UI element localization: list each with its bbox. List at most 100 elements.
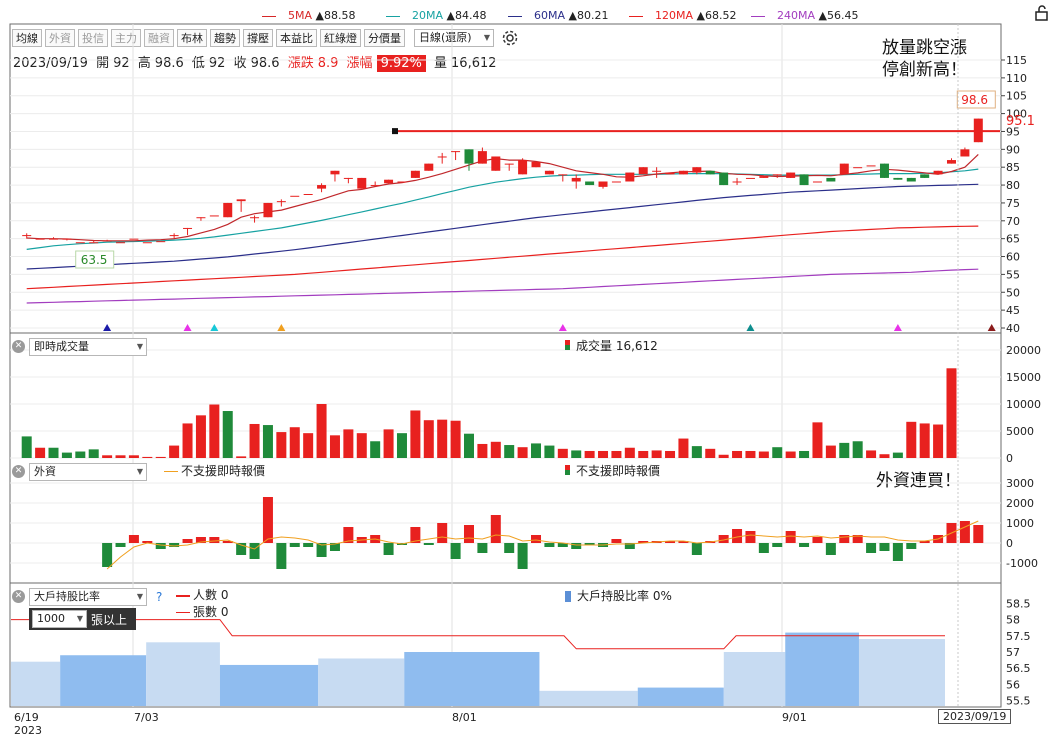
foreign-line — [106, 520, 979, 570]
lot-suffix: 張以上 — [91, 613, 128, 627]
foreign-bar — [383, 543, 394, 555]
foreign-bar — [155, 543, 166, 549]
toolbar-button-1[interactable]: 外資 — [45, 29, 75, 47]
holder-ratio-area — [318, 658, 405, 706]
candle-body — [518, 160, 528, 175]
holder-lots-legend: 張數 0 — [176, 603, 228, 620]
candle-body — [343, 177, 353, 179]
toolbar-button-5[interactable]: 布林 — [177, 29, 207, 47]
foreign-bar — [249, 543, 260, 559]
close-icon[interactable]: ✕ — [12, 590, 25, 603]
volume-bar — [343, 429, 354, 458]
candle-body — [879, 163, 889, 178]
legend-line-swatch — [262, 15, 276, 17]
foreign-axis-label: 2000 — [1006, 497, 1034, 510]
volume-bar — [423, 420, 434, 458]
foreign-bar — [785, 531, 796, 543]
volume-axis-label: 10000 — [1006, 398, 1041, 411]
volume-bar — [544, 445, 555, 458]
toolbar-button-9[interactable]: 紅綠燈 — [320, 29, 361, 47]
foreign-bar — [423, 543, 434, 545]
signal-marker — [746, 324, 755, 331]
foreign-bar-legend-text: 不支援即時報價 — [576, 464, 661, 478]
foreign-bar — [772, 543, 783, 547]
volume-bar — [396, 433, 407, 458]
toolbar-button-2[interactable]: 投信 — [78, 29, 108, 47]
legend-60ma: 60MA ▲80.21 — [508, 9, 608, 22]
volume-bar — [933, 424, 944, 458]
volume-bar — [155, 456, 166, 458]
low-tag-label: 63.5 — [81, 253, 108, 267]
holder-axis-label: 56.5 — [1006, 662, 1031, 675]
chevron-down-icon: ▼ — [136, 342, 143, 351]
legend-line-swatch — [629, 15, 643, 17]
volume-bar — [195, 415, 206, 458]
legend-label: 240MA — [777, 9, 816, 22]
candle-body — [906, 177, 916, 182]
foreign-bar — [892, 543, 903, 561]
volume-bar — [557, 448, 568, 458]
foreign-bar — [437, 523, 448, 543]
foreign-panel-select-value: 外資 — [34, 465, 56, 478]
volume-bar — [276, 432, 287, 458]
toolbar-button-0[interactable]: 均線 — [12, 29, 42, 47]
foreign-bar — [544, 543, 555, 547]
toolbar-button-4[interactable]: 融資 — [144, 29, 174, 47]
chevron-down-icon: ▼ — [76, 614, 83, 623]
holder-ratio-area — [858, 639, 945, 706]
legend-value: ▲84.48 — [446, 9, 487, 22]
legend-value: ▲88.58 — [315, 9, 356, 22]
lot-select[interactable]: 1000 ▼ — [32, 610, 87, 628]
holder-people-legend-text: 人數 0 — [193, 588, 229, 602]
toolbar-button-7[interactable]: 撐壓 — [243, 29, 273, 47]
volume-bar — [383, 429, 394, 458]
volume-bar — [839, 442, 850, 458]
candle-body — [732, 181, 742, 183]
foreign-panel-select[interactable]: 外資 ▼ — [29, 463, 147, 481]
volume-bar — [356, 433, 367, 458]
foreign-bar — [209, 537, 220, 543]
period-select[interactable]: 日線(還原) ▼ — [414, 29, 494, 47]
candle-body — [223, 202, 233, 218]
volume-bar — [598, 450, 609, 458]
volume-axis-label: 0 — [1006, 452, 1013, 465]
close-icon[interactable]: ✕ — [12, 340, 25, 353]
ma20-line — [26, 168, 979, 250]
foreign-bar — [691, 543, 702, 555]
candle-body — [491, 156, 501, 171]
holder-axis-label: 58 — [1006, 614, 1020, 627]
candle-body — [424, 163, 434, 171]
candle-body — [236, 199, 246, 202]
ma240-line — [26, 268, 979, 304]
toolbar-button-6[interactable]: 趨勢 — [210, 29, 240, 47]
volume-bar — [75, 451, 86, 458]
panel-frame-3 — [9, 582, 1002, 708]
signal-marker — [277, 324, 286, 331]
foreign-bar — [879, 543, 890, 551]
lock-icon[interactable] — [1033, 4, 1051, 22]
volume-legend-text: 成交量 16,612 — [576, 339, 658, 353]
foreign-bar — [463, 525, 474, 543]
volume-bar — [303, 433, 314, 458]
gear-icon[interactable] — [500, 28, 520, 51]
volume-bar — [866, 450, 877, 458]
close-icon[interactable]: ✕ — [12, 465, 25, 478]
help-icon[interactable]: ? — [156, 590, 163, 604]
candle-body — [196, 217, 206, 219]
foreign-line-legend: 不支援即時報價 — [164, 462, 265, 479]
holder-ratio-area — [723, 652, 786, 706]
toolbar-button-8[interactable]: 本益比 — [276, 29, 317, 47]
holder-ratio-area — [146, 642, 220, 706]
legend-line-swatch — [751, 15, 765, 17]
candle-body — [357, 177, 367, 189]
candle-body — [638, 167, 648, 175]
candle-body — [437, 156, 447, 158]
holder-panel-select[interactable]: 大戶持股比率 ▼ — [29, 588, 147, 606]
foreign-bar — [262, 497, 273, 543]
toolbar-button-10[interactable]: 分價量 — [364, 29, 405, 47]
volume-bar — [128, 455, 139, 458]
candle-body — [826, 177, 836, 182]
volume-panel-select[interactable]: 即時成交量 ▼ — [29, 338, 147, 356]
foreign-bar — [517, 543, 528, 569]
